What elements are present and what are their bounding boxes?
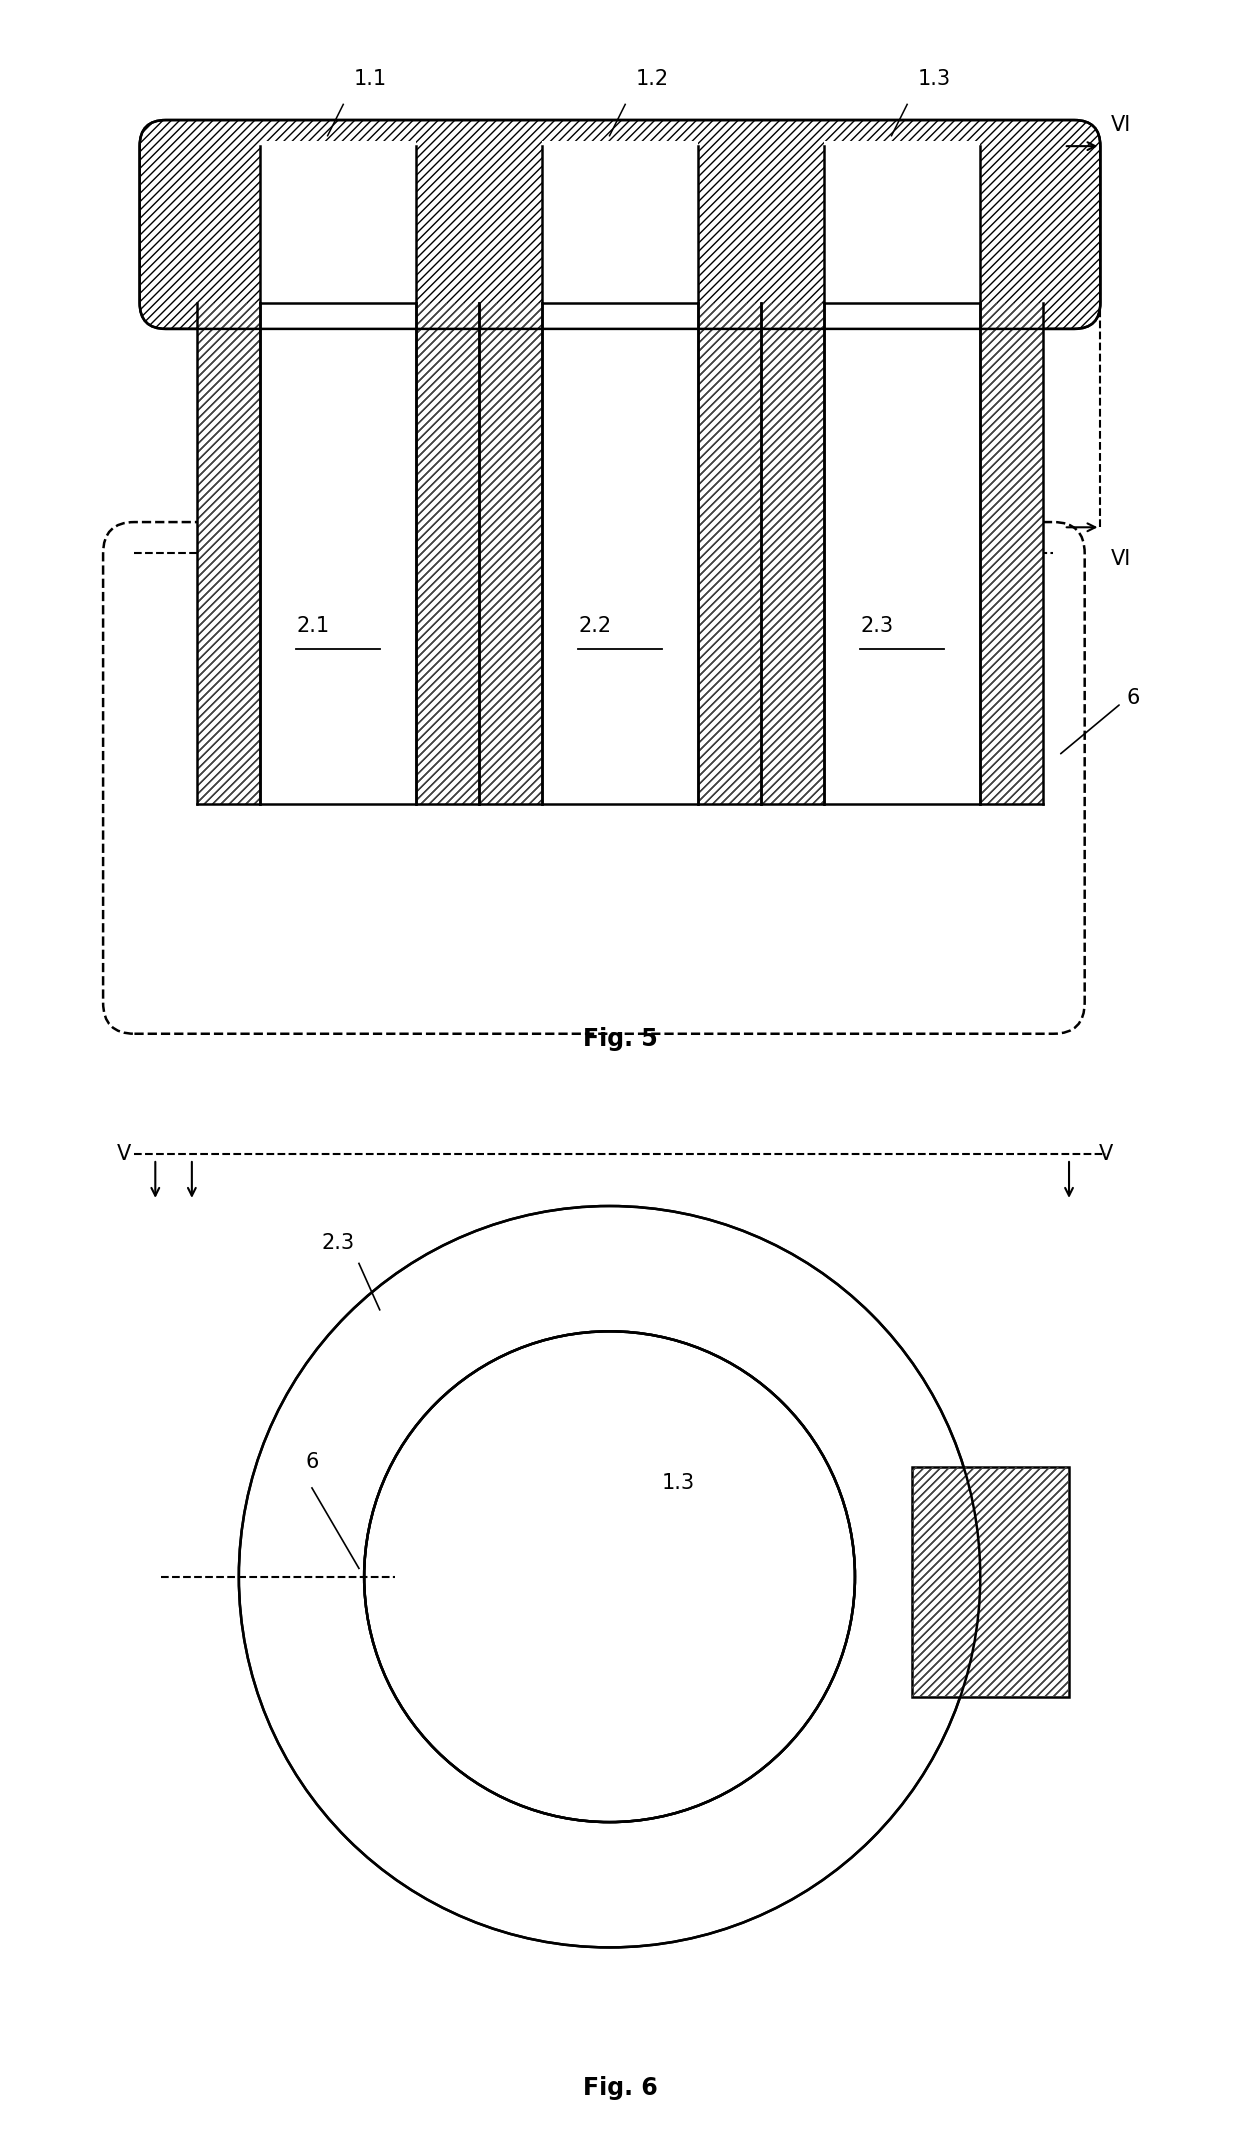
Bar [823, 303, 981, 804]
Bar [761, 303, 823, 804]
Bar [259, 303, 417, 804]
Bar [479, 303, 542, 804]
Text: 2.1: 2.1 [296, 617, 330, 637]
Bar [698, 303, 761, 804]
Text: 1.2: 1.2 [636, 69, 668, 88]
Bar [417, 303, 479, 804]
Text: VI: VI [1111, 116, 1131, 136]
Text: 2.2: 2.2 [578, 617, 611, 637]
Bar [197, 303, 259, 804]
Bar [479, 303, 542, 804]
Bar [417, 303, 479, 804]
Text: VI: VI [1111, 549, 1131, 568]
Bar [761, 303, 823, 804]
Text: 2.3: 2.3 [861, 617, 893, 637]
Bar [542, 303, 698, 804]
Circle shape [365, 1331, 854, 1822]
Bar [981, 303, 1043, 804]
Circle shape [239, 1207, 981, 1947]
Text: 1.1: 1.1 [353, 69, 387, 88]
Text: V: V [1099, 1144, 1112, 1164]
FancyBboxPatch shape [140, 120, 1100, 329]
Bar [197, 303, 259, 804]
Text: Fig. 6: Fig. 6 [583, 2076, 657, 2099]
Text: 1.3: 1.3 [918, 69, 951, 88]
Text: V: V [117, 1144, 131, 1164]
Text: 6: 6 [1126, 688, 1140, 708]
Bar [981, 303, 1043, 804]
Text: 2.3: 2.3 [321, 1233, 355, 1254]
Text: 1.3: 1.3 [662, 1473, 694, 1493]
Bar [542, 142, 698, 308]
Bar [913, 1467, 1069, 1697]
Bar [823, 142, 981, 308]
Bar [698, 303, 761, 804]
Bar [913, 1467, 1069, 1697]
Text: 6: 6 [305, 1452, 319, 1471]
Text: Fig. 5: Fig. 5 [583, 1026, 657, 1052]
Bar [259, 142, 417, 308]
